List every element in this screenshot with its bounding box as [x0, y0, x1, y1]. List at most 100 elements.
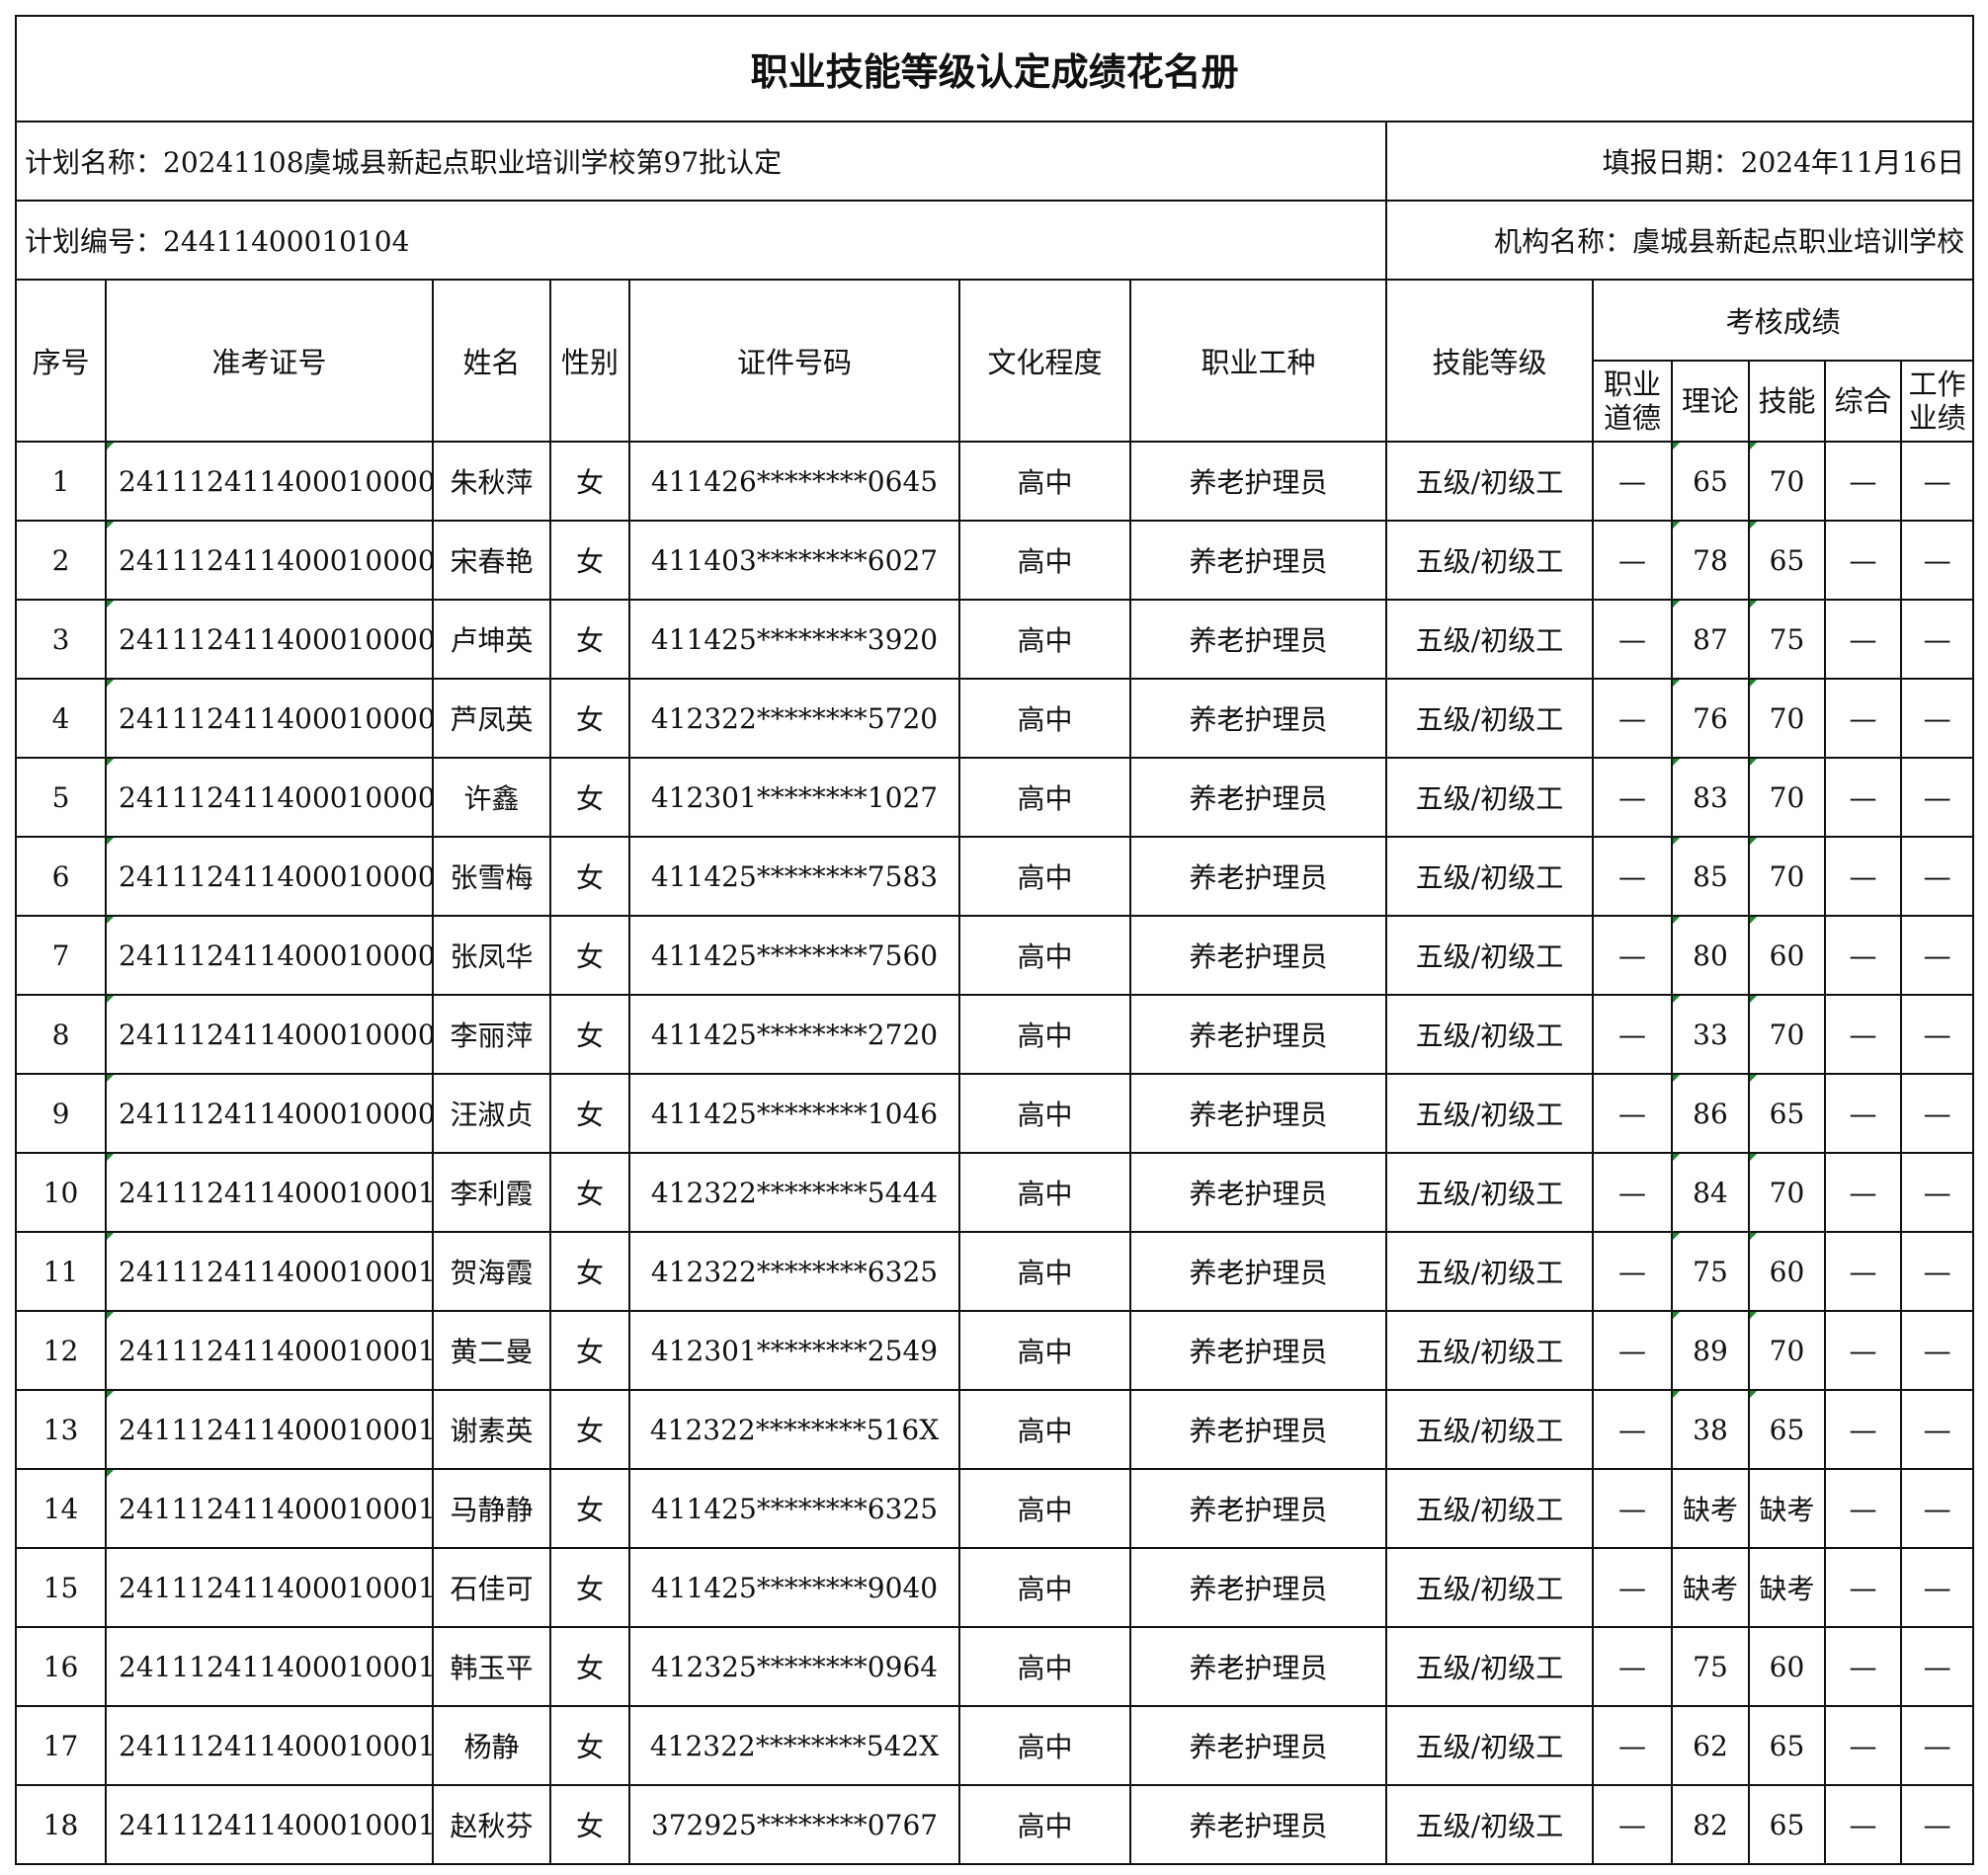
cell-occupation: 养老护理员 — [1129, 1310, 1387, 1391]
cell-occupation: 养老护理员 — [1129, 441, 1387, 522]
header-skill: 技能 — [1748, 360, 1826, 443]
cell-ethics: — — [1592, 1468, 1673, 1549]
cell-occupation: 养老护理员 — [1129, 1073, 1387, 1154]
cell-gender: 女 — [549, 441, 630, 522]
cell-overall: — — [1824, 994, 1902, 1075]
cell-work: — — [1899, 1626, 1975, 1707]
cell-skill: 缺考 — [1748, 1468, 1826, 1549]
cell-overall: — — [1824, 520, 1902, 601]
cell-work: — — [1899, 994, 1975, 1075]
cell-skill: 60 — [1748, 915, 1826, 996]
cell-id-no: 411425********7560 — [628, 915, 960, 996]
plan-name: 计划名称：20241108虞城县新起点职业培训学校第97批认定 — [15, 121, 1387, 202]
cell-overall: — — [1824, 1389, 1902, 1470]
cell-gender: 女 — [549, 915, 630, 996]
table-row: 11 2411124114000100011 贺海霞女 412322********6… — [15, 1231, 1975, 1312]
cell-name: 贺海霞 — [432, 1231, 551, 1312]
cell-occupation: 养老护理员 — [1129, 1468, 1387, 1549]
header-id-no: 证件号码 — [628, 279, 960, 443]
header-gender: 性别 — [549, 279, 630, 443]
cell-skill: 60 — [1748, 1231, 1826, 1312]
cell-seq: 6 — [15, 836, 107, 917]
cell-overall: — — [1824, 757, 1902, 838]
cell-education: 高中 — [958, 1784, 1131, 1865]
cell-occupation: 养老护理员 — [1129, 1389, 1387, 1470]
cell-work: — — [1899, 836, 1975, 917]
cell-exam-no: 2411124114000100005 — [105, 757, 434, 838]
cell-seq: 13 — [15, 1389, 107, 1470]
cell-gender: 女 — [549, 1310, 630, 1391]
table-row: 8 2411124114000100008 李丽萍女 411425********27… — [15, 994, 1975, 1075]
cell-name: 朱秋萍 — [432, 441, 551, 522]
cell-skill: 缺考 — [1748, 1547, 1826, 1628]
cell-gender: 女 — [549, 678, 630, 759]
cell-exam-no: 2411124114000100010 — [105, 1152, 434, 1233]
cell-seq: 15 — [15, 1547, 107, 1628]
cell-name: 石佳可 — [432, 1547, 551, 1628]
cell-id-no: 411426********0645 — [628, 441, 960, 522]
cell-occupation: 养老护理员 — [1129, 599, 1387, 680]
cell-id-no: 411425********9040 — [628, 1547, 960, 1628]
cell-ethics: — — [1592, 757, 1673, 838]
cell-skill: 65 — [1748, 1389, 1826, 1470]
cell-ethics: — — [1592, 836, 1673, 917]
cell-id-no: 412322********5720 — [628, 678, 960, 759]
header-exam-no: 准考证号 — [105, 279, 434, 443]
table-row: 14 2411124114000100014 马静静女 411425********6… — [15, 1468, 1975, 1549]
cell-ethics: — — [1592, 1310, 1673, 1391]
cell-theory: 86 — [1671, 1073, 1750, 1154]
cell-occupation: 养老护理员 — [1129, 678, 1387, 759]
cell-overall: — — [1824, 1626, 1902, 1707]
cell-gender: 女 — [549, 1152, 630, 1233]
cell-id-no: 412322********516X — [628, 1389, 960, 1470]
cell-name: 宋春艳 — [432, 520, 551, 601]
table-row: 13 2411124114000100013 谢素英女 412322********5… — [15, 1389, 1975, 1470]
cell-gender: 女 — [549, 994, 630, 1075]
cell-occupation: 养老护理员 — [1129, 520, 1387, 601]
cell-id-no: 372925********0767 — [628, 1784, 960, 1865]
cell-ethics: — — [1592, 1784, 1673, 1865]
table-row: 1 2411124114000100001 朱秋萍女 411426********06… — [15, 441, 1975, 522]
cell-name: 芦凤英 — [432, 678, 551, 759]
cell-exam-no: 2411124114000100003 — [105, 599, 434, 680]
fill-date: 填报日期：2024年11月16日 — [1384, 121, 1975, 202]
table-row: 15 2411124114000100015 石佳可女 411425********9… — [15, 1547, 1975, 1628]
organization-name: 机构名称：虞城县新起点职业培训学校 — [1384, 200, 1975, 281]
cell-occupation: 养老护理员 — [1129, 1705, 1387, 1786]
table-row: 5 2411124114000100005 许鑫女 412301********102… — [15, 757, 1975, 838]
header-ethics: 职业 道德 — [1592, 360, 1673, 443]
cell-work: — — [1899, 678, 1975, 759]
cell-work: — — [1899, 1547, 1975, 1628]
cell-seq: 11 — [15, 1231, 107, 1312]
cell-overall: — — [1824, 678, 1902, 759]
cell-ethics: — — [1592, 441, 1673, 522]
cell-gender: 女 — [549, 1468, 630, 1549]
cell-ethics: — — [1592, 1152, 1673, 1233]
cell-id-no: 412322********6325 — [628, 1231, 960, 1312]
cell-name: 杨静 — [432, 1705, 551, 1786]
cell-occupation: 养老护理员 — [1129, 757, 1387, 838]
header-theory: 理论 — [1671, 360, 1750, 443]
cell-education: 高中 — [958, 994, 1131, 1075]
cell-level: 五级/初级工 — [1385, 1310, 1594, 1391]
cell-exam-no: 2411124114000100002 — [105, 520, 434, 601]
cell-theory: 65 — [1671, 441, 1750, 522]
cell-skill: 70 — [1748, 1152, 1826, 1233]
cell-occupation: 养老护理员 — [1129, 1547, 1387, 1628]
cell-overall: — — [1824, 836, 1902, 917]
table-row: 17 2411124114000100017 杨静女 412322********54… — [15, 1705, 1975, 1786]
cell-ethics: — — [1592, 1389, 1673, 1470]
table-row: 12 2411124114000100012 黄二曼女 412301********2… — [15, 1310, 1975, 1391]
cell-education: 高中 — [958, 836, 1131, 917]
roster-table: 职业技能等级认定成绩花名册 计划名称：20241108虞城县新起点职业培训学校第… — [14, 15, 1975, 1865]
cell-skill: 70 — [1748, 1310, 1826, 1391]
cell-exam-no: 2411124114000100008 — [105, 994, 434, 1075]
cell-theory: 80 — [1671, 915, 1750, 996]
cell-seq: 3 — [15, 599, 107, 680]
cell-name: 李利霞 — [432, 1152, 551, 1233]
cell-level: 五级/初级工 — [1385, 441, 1594, 522]
cell-name: 韩玉平 — [432, 1626, 551, 1707]
cell-gender: 女 — [549, 1231, 630, 1312]
cell-level: 五级/初级工 — [1385, 1626, 1594, 1707]
cell-theory: 缺考 — [1671, 1547, 1750, 1628]
